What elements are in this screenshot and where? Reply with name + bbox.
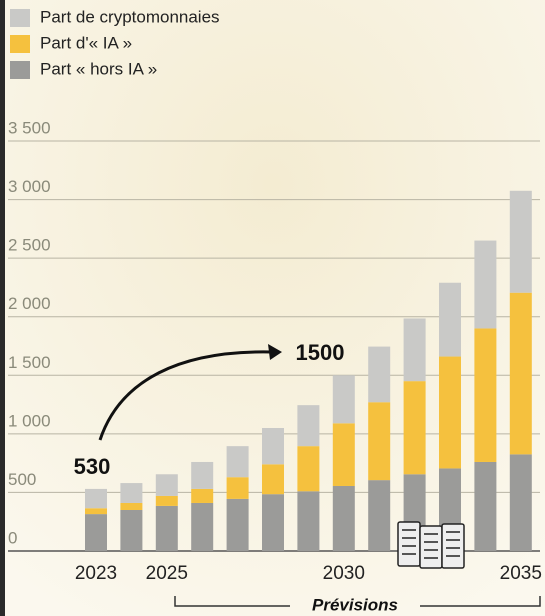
bar-segment <box>155 495 178 506</box>
bar-segment <box>474 240 497 329</box>
x-tick-label: 2023 <box>75 563 117 584</box>
bar-segment <box>262 464 284 495</box>
y-tick-label: 2 000 <box>8 294 51 313</box>
y-tick-label: 3 500 <box>8 118 51 137</box>
forecast-bracket <box>174 596 541 607</box>
bar-segment <box>368 480 391 551</box>
bar-segment <box>403 381 426 475</box>
y-tick-label: 3 000 <box>8 177 51 196</box>
bar-segment <box>120 483 143 503</box>
y-tick-label: 0 <box>8 528 17 547</box>
bar-segment <box>474 328 497 462</box>
bar-segment <box>155 505 178 551</box>
y-tick-label: 2 500 <box>8 236 51 255</box>
bar-segment <box>332 375 355 424</box>
forecast-label: Prévisions <box>312 595 398 614</box>
bar-segment <box>226 446 249 478</box>
x-tick-label: 2030 <box>323 563 365 584</box>
bar-segment <box>191 488 214 503</box>
legend-swatch <box>10 9 30 27</box>
arrow-head <box>268 344 282 360</box>
bar-segment <box>332 485 355 551</box>
x-tick-label: 2035 <box>500 563 542 584</box>
bar-segment <box>509 454 532 551</box>
legend-swatch <box>10 35 30 53</box>
legend-swatch <box>10 61 30 79</box>
bar-segment <box>155 474 178 496</box>
annotation: 530 <box>74 454 111 479</box>
bar-segment <box>85 508 107 515</box>
bar-segment <box>120 502 143 510</box>
bar-segment <box>297 405 320 447</box>
y-tick-label: 1 000 <box>8 411 51 430</box>
left-edge <box>0 0 5 616</box>
legend-label: Part « hors IA » <box>40 59 157 78</box>
bar-segment <box>226 477 249 499</box>
annotation: 1500 <box>296 340 345 365</box>
bar-segment <box>509 190 532 293</box>
bar-segment <box>85 514 107 551</box>
bar-segment <box>474 461 497 551</box>
bar-segment <box>439 356 461 469</box>
bar-segment <box>403 318 426 382</box>
y-tick-label: 500 <box>8 470 36 489</box>
legend-label: Part d'« IA » <box>40 33 132 52</box>
legend-label: Part de cryptomonnaies <box>40 7 220 26</box>
bar-segment <box>191 502 214 551</box>
bar-segment <box>297 446 320 492</box>
bar-segment <box>439 282 461 357</box>
bar-segment <box>191 461 214 489</box>
bar-segment <box>262 428 284 465</box>
bar-segment <box>85 488 107 509</box>
server-icon <box>397 521 465 569</box>
bar-segment <box>509 292 532 455</box>
bar-segment <box>120 510 143 551</box>
bar-segment <box>332 423 355 486</box>
bar-segment <box>297 491 320 551</box>
bar-segment <box>368 346 391 403</box>
x-tick-label: 2025 <box>146 563 188 584</box>
y-tick-label: 1 500 <box>8 353 51 372</box>
arrow <box>98 350 273 441</box>
bar-segment <box>226 498 249 551</box>
bar-segment <box>262 494 284 551</box>
bar-segment <box>368 402 391 481</box>
